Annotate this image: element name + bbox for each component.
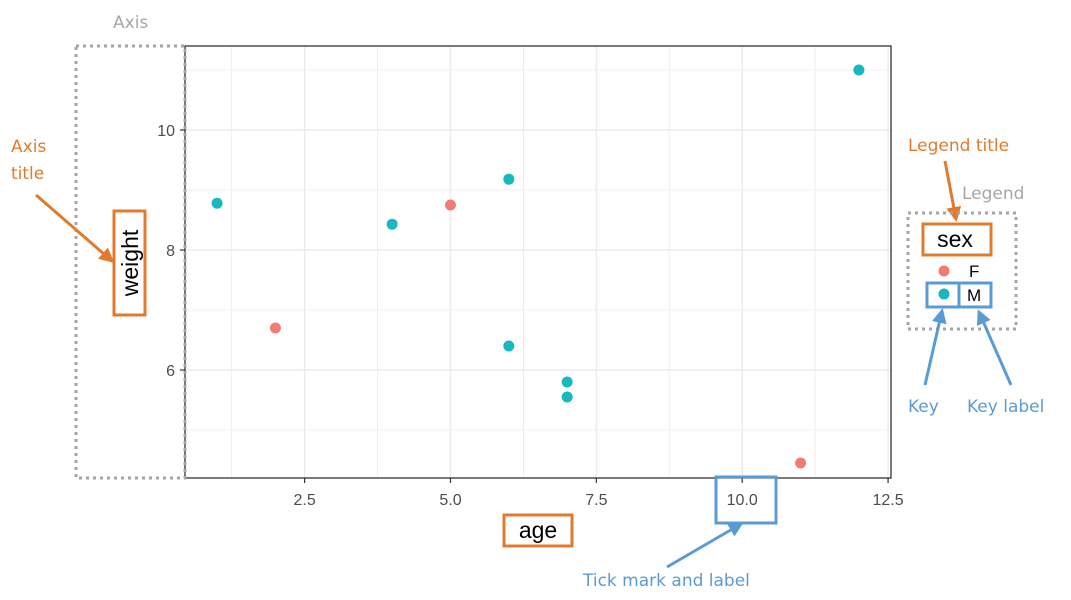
axis-title-arrow: [35, 193, 115, 263]
key-label-highlight-box: [957, 281, 993, 309]
y-axis-title-box: [112, 209, 147, 317]
data-point-m: [211, 197, 223, 209]
legend-title: sex: [937, 226, 973, 252]
axis-title-annotation-line2: title: [11, 164, 44, 184]
legend-key-female: [938, 265, 950, 277]
x-tick-label: 5.0: [439, 492, 461, 509]
data-point-m: [561, 376, 573, 388]
key-annotation-arrow: [923, 308, 947, 386]
axis-annotation: Axis: [113, 13, 148, 33]
tick-label-highlight-box: [714, 475, 778, 525]
legend-annotation: Legend: [962, 184, 1024, 204]
legend-title-arrow: [943, 160, 962, 222]
legend-label-female: F: [969, 262, 979, 281]
plot-panel: [184, 45, 892, 479]
y-axis-ticks: 6 8 10: [157, 123, 185, 380]
tick-annotation-arrow: [666, 522, 744, 569]
y-tick-label: 10: [157, 123, 175, 140]
minor-gridlines: [185, 46, 891, 478]
tick-mark-annotation: Tick mark and label: [582, 571, 750, 591]
x-tick-label: 7.5: [585, 492, 607, 509]
y-tick-label: 6: [166, 363, 175, 380]
data-point-m: [853, 64, 865, 76]
x-tick-label: 12.5: [873, 492, 904, 509]
x-tick-label: 10.0: [727, 492, 758, 509]
key-annotation: Key: [908, 397, 939, 417]
axis-title-annotation-line1: Axis: [11, 137, 46, 157]
data-points: [211, 64, 865, 469]
data-point-f: [795, 457, 807, 469]
x-axis-title: age: [519, 517, 557, 543]
data-point-m: [503, 173, 515, 185]
data-point-m: [386, 218, 398, 230]
legend-title-box: [921, 222, 993, 257]
x-tick-label: 2.5: [293, 492, 315, 509]
major-gridlines: [185, 46, 891, 478]
data-point-m: [561, 391, 573, 403]
legend-key-male: [938, 288, 950, 300]
key-label-annotation: Key label: [967, 397, 1044, 417]
data-point-f: [269, 322, 281, 334]
legend-title-annotation: Legend title: [908, 136, 1009, 156]
x-axis-ticks: 2.5 5.0 7.5 10.0 12.5: [293, 478, 904, 509]
x-axis-title-box: [502, 513, 574, 548]
legend-label-male: M: [967, 286, 981, 305]
y-axis-title: weight: [117, 229, 143, 297]
y-tick-label: 8: [166, 243, 175, 260]
data-point-f: [444, 199, 456, 211]
panel-border: [184, 45, 892, 479]
data-point-m: [503, 340, 515, 352]
axis-highlight-box: [74, 44, 187, 480]
key-label-annotation-arrow: [976, 309, 1013, 386]
